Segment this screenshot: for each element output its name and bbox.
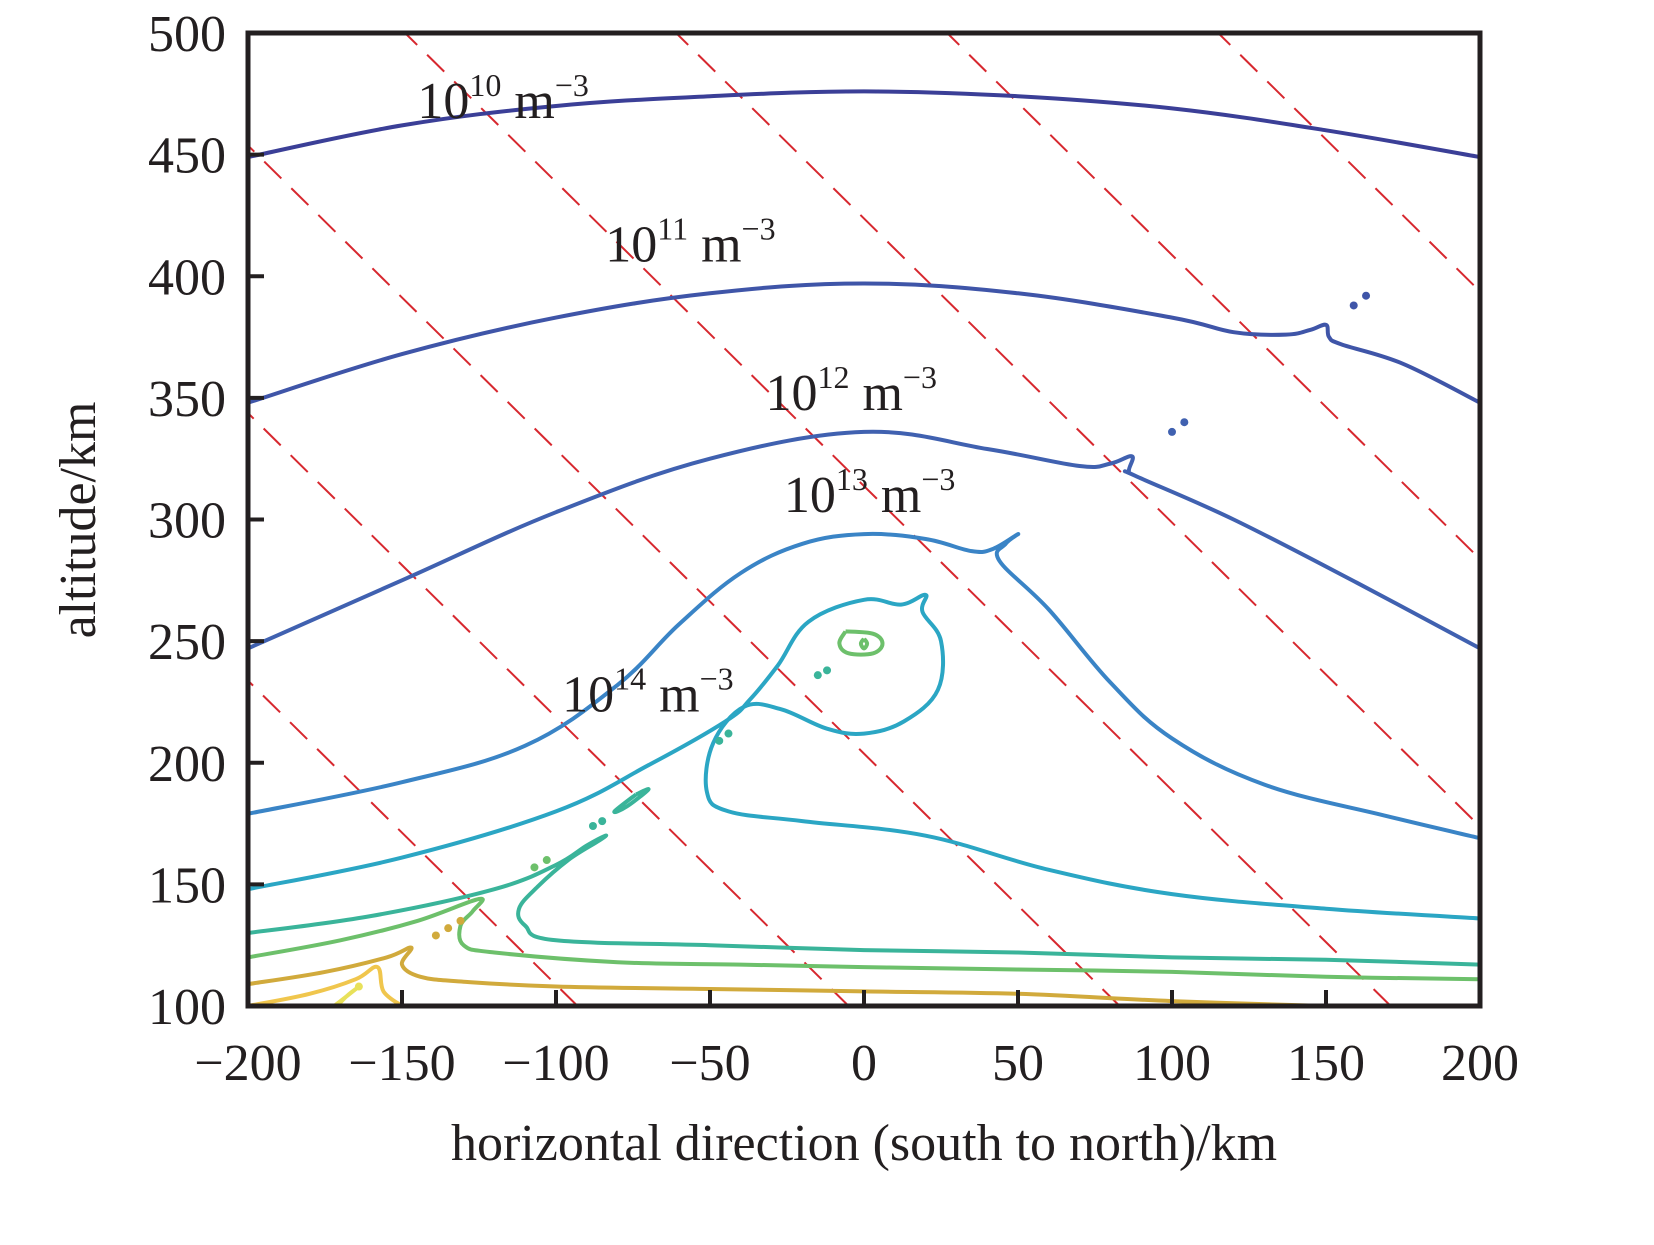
y-tick-label: 300 — [148, 493, 226, 550]
contour-lines — [248, 89, 1480, 1006]
x-tick-label: 100 — [1133, 1035, 1211, 1092]
contour-line-1e11 — [248, 281, 1480, 405]
contour-dot-2 — [1180, 418, 1189, 427]
contour-dot-13 — [431, 931, 440, 940]
contour-dot-9 — [588, 821, 597, 830]
contour-label-1e14: 1014 m−3 — [562, 661, 734, 724]
contour-dot-4 — [813, 671, 822, 680]
y-tick-label: 450 — [148, 128, 226, 185]
reference-line-5 — [946, 33, 1480, 561]
reference-line-2 — [248, 144, 1121, 1006]
contour-dot-5 — [823, 666, 832, 675]
x-tick-labels: −200 −150 −100 −50 0 50 100 150 200 — [194, 1035, 1519, 1092]
plot-frame — [245, 30, 1483, 1009]
reference-line-4 — [675, 33, 1480, 829]
contour-dot-8 — [598, 817, 607, 826]
contour-labels: 1010 m−3 1011 m−3 1012 m−3 1013 m−3 1014 m−3 — [417, 67, 955, 724]
contour-dot-6 — [724, 729, 733, 738]
reference-line-6 — [1217, 33, 1480, 293]
contour-line-1e16 — [248, 896, 1480, 982]
contour-label-1e13: 1013 m−3 — [784, 461, 956, 524]
contour-line-1e10 — [248, 89, 1480, 160]
contour-dot-3 — [1168, 427, 1176, 436]
contour-label-1e11: 1011 m−3 — [605, 211, 775, 274]
contour-dot-14 — [456, 916, 465, 925]
contour-line-1e12 — [248, 429, 1480, 651]
y-tick-label: 500 — [148, 6, 226, 63]
reference-line-1 — [248, 411, 850, 1006]
contour-dot-10 — [542, 856, 551, 865]
contour-label-1e12: 1012 m−3 — [765, 359, 937, 422]
contour-dot-7 — [715, 736, 724, 745]
x-tick-label: 150 — [1287, 1035, 1365, 1092]
reference-line-0 — [248, 679, 579, 1006]
contour-label-1e10: 1010 m−3 — [417, 67, 589, 130]
contour-line-1e14 — [248, 592, 1480, 921]
x-axis-title: horizontal direction (south to north)/km — [451, 1115, 1277, 1172]
contour-dot-12 — [444, 924, 453, 933]
x-tick-label: −200 — [194, 1035, 301, 1092]
contour-line-1e13 — [248, 531, 1480, 841]
y-tick-label: 200 — [148, 736, 226, 793]
contour-line-1e19 — [332, 987, 358, 1006]
y-tick-labels: 100 150 200 250 300 350 400 450 500 — [148, 6, 226, 1036]
contour-line-1e15 — [248, 833, 1480, 967]
y-tick-label: 350 — [148, 371, 226, 428]
x-tick-label: −50 — [669, 1035, 750, 1092]
y-tick-label: 150 — [148, 857, 226, 914]
y-tick-label: 400 — [148, 249, 226, 306]
x-tick-label: 200 — [1441, 1035, 1519, 1092]
contour-island-2 — [612, 787, 651, 815]
contour-dot-15 — [354, 982, 363, 991]
y-tick-label: 100 — [148, 979, 226, 1036]
contour-dot-1 — [1349, 301, 1358, 310]
x-tick-label: −150 — [348, 1035, 455, 1092]
contour-dot-11 — [530, 863, 539, 872]
axis-ticks — [246, 31, 1482, 1008]
y-tick-label: 250 — [148, 614, 226, 671]
contour-line-1e17 — [248, 945, 1327, 1006]
contour-island-1 — [858, 637, 870, 651]
x-tick-label: −100 — [502, 1035, 609, 1092]
contour-island-0 — [837, 629, 885, 657]
contour-dot-0 — [1362, 291, 1371, 300]
contour-line-1e18 — [248, 964, 404, 1006]
y-axis-title: altitude/km — [50, 402, 107, 639]
x-tick-label: 0 — [851, 1035, 877, 1092]
reference-line-3 — [404, 33, 1392, 1006]
x-tick-label: 50 — [992, 1035, 1044, 1092]
